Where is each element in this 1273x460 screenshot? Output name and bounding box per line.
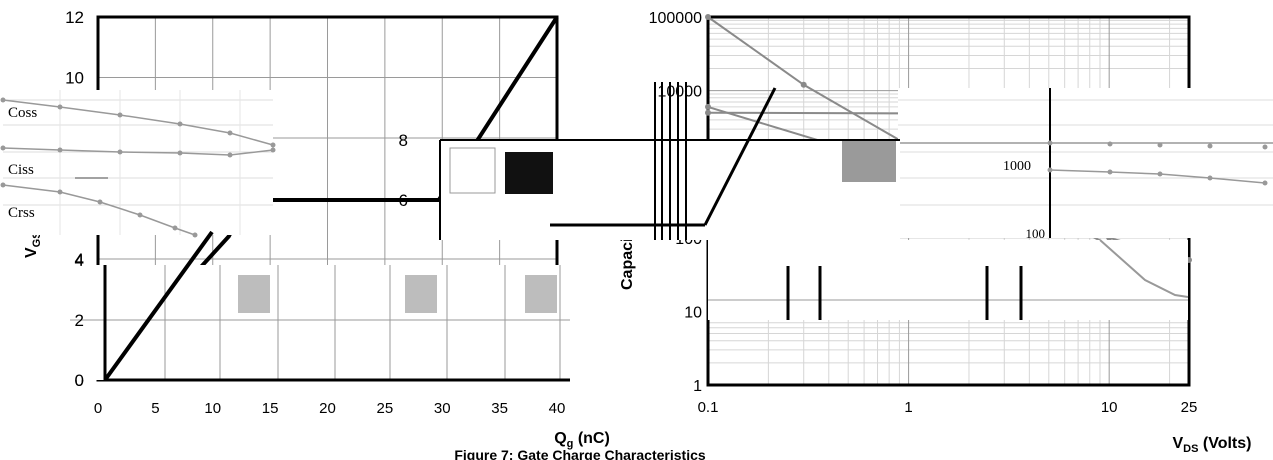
fragment-tick-label: 0 — [75, 371, 84, 390]
fragment-series-point — [117, 149, 123, 155]
fragment-series-point — [270, 142, 276, 148]
fragment-panel — [70, 265, 570, 380]
fragment-series-point — [1262, 144, 1268, 150]
fragment-tick-label: 8 — [399, 131, 408, 150]
fragment-series-point — [270, 147, 276, 153]
fragment-series-point — [1047, 140, 1053, 146]
x-tick-label: 15 — [262, 400, 279, 417]
y-tick-label: 1 — [693, 378, 702, 395]
fragment-series-point — [0, 145, 6, 151]
fragment-tick-label: 6 — [399, 191, 408, 210]
x-tick-label: 0.1 — [698, 399, 719, 416]
fragment-series-point — [57, 147, 63, 153]
y-tick-label: 4 — [75, 250, 84, 269]
overlay-fragments: Coss Ciss Crss 1000 100 4 2 0 8 6 — [0, 82, 1273, 390]
fragment-series-point — [227, 152, 233, 158]
fragment-panel — [708, 240, 1188, 320]
fragment-tick-label: 4 — [75, 251, 84, 270]
fragment-gate-line — [703, 87, 777, 226]
x-tick-label: 0 — [94, 400, 102, 417]
x-tick-label: 1 — [904, 399, 912, 416]
fragment-tick-label: 100 — [1026, 226, 1046, 241]
fragment-series-point — [57, 104, 63, 110]
y-tick-label: 10000 — [658, 84, 703, 101]
fragment-block — [405, 275, 437, 313]
fragment-series-label: Crss — [8, 205, 35, 221]
fragment-series-point — [1157, 171, 1163, 177]
fragment-series-point — [1207, 175, 1213, 181]
y-tick-label: 10 — [65, 69, 84, 88]
x-tick-label: 30 — [434, 400, 451, 417]
x-tick-label: 5 — [151, 400, 159, 417]
y-tick-label: 100000 — [649, 10, 702, 27]
fragment-series-point — [57, 189, 63, 195]
fragment-series-point — [0, 97, 6, 103]
fragment-series-label: Ciss — [8, 162, 34, 178]
fragment-panel — [3, 90, 273, 235]
fragment-gate-line — [103, 230, 214, 382]
x-tick-label: 10 — [204, 400, 221, 417]
fragment-series-point — [137, 212, 143, 218]
x-tick-label: 10 — [1101, 399, 1118, 416]
fragment-series-point — [172, 225, 178, 231]
series-point — [705, 14, 711, 20]
fragment-series-label: Coss — [8, 105, 37, 121]
fragment-series-point — [177, 121, 183, 127]
x-axis-title: VDS (Volts) — [1173, 435, 1252, 455]
fragment-series-line — [2, 184, 196, 236]
fragment-block — [449, 147, 496, 194]
series-point — [705, 103, 711, 110]
series-point — [800, 81, 807, 88]
fragment-tick-label: 2 — [75, 311, 84, 330]
fragment-series-point — [1157, 142, 1163, 148]
figure-caption: Figure 7: Gate Charge Characteristics — [454, 447, 706, 460]
fragment-series-line — [2, 147, 274, 156]
fragment-series-point — [117, 112, 123, 118]
x-tick-label: 20 — [319, 400, 336, 417]
fragment-block — [238, 275, 270, 313]
fragment-panel — [898, 88, 1273, 238]
fragment-tick-label: 1000 — [1003, 159, 1031, 174]
x-tick-label: 40 — [549, 400, 566, 417]
fragment-block — [525, 275, 557, 313]
fragment-series-point — [97, 199, 103, 205]
x-tick-label: 25 — [377, 400, 394, 417]
fragment-series-point — [227, 130, 233, 136]
y-tick-label: 10 — [684, 304, 702, 321]
y-tick-label: 0 — [75, 371, 84, 390]
y-tick-label: 12 — [65, 8, 84, 27]
series-point — [705, 109, 711, 116]
fragment-block — [842, 140, 896, 182]
fragment-series-point — [1107, 169, 1113, 175]
x-tick-label: 25 — [1181, 399, 1198, 416]
fragment-series-point — [1262, 180, 1268, 186]
fragment-series-point — [0, 182, 6, 188]
fragment-series-point — [1207, 143, 1213, 149]
fragment-series-line — [2, 99, 274, 146]
fragment-series-point — [1047, 167, 1053, 173]
x-tick-label: 35 — [491, 400, 508, 417]
fragment-series-point — [177, 150, 183, 156]
fragment-block — [505, 152, 553, 194]
fragment-series-point — [1107, 141, 1113, 147]
fragment-series-point — [192, 232, 198, 238]
fragment-series-line — [1099, 239, 1189, 298]
